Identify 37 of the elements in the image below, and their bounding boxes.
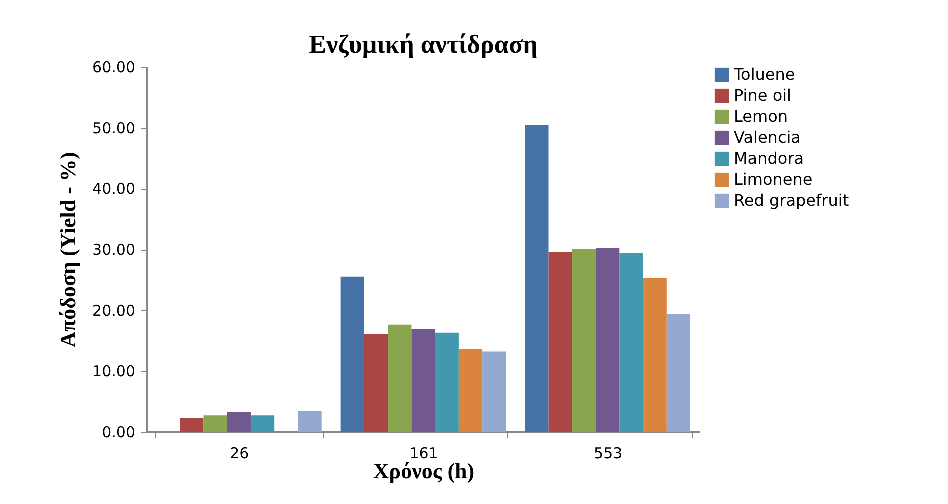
bar (180, 418, 204, 432)
bar (250, 416, 275, 432)
y-tick-label: 50.00 (92, 119, 136, 138)
bar (548, 252, 572, 432)
y-tick-label: 10.00 (92, 362, 136, 381)
bar (482, 352, 506, 432)
legend-label: Red grapefruit (734, 191, 850, 210)
bar (364, 334, 388, 432)
y-tick-label: 0.00 (102, 424, 136, 442)
bar (435, 332, 459, 432)
legend-label: Toluene (733, 65, 796, 84)
bar (227, 412, 251, 432)
bar (596, 248, 620, 432)
legend-label: Mandora (734, 149, 804, 168)
y-tick-label: 60.00 (92, 58, 136, 76)
legend-label: Pine oil (734, 86, 792, 105)
x-tick-label: 553 (594, 444, 623, 462)
y-tick-label: 20.00 (92, 302, 136, 320)
chart-title: Ενζυμική αντίδραση (309, 30, 538, 59)
bar (525, 125, 549, 432)
bar (572, 250, 596, 432)
legend-label: Lemon (734, 107, 788, 126)
bar (340, 276, 364, 432)
bar (204, 416, 228, 432)
legend-label: Valencia (734, 128, 801, 147)
y-tick-label: 30.00 (92, 241, 136, 259)
bar (620, 253, 644, 432)
bar (666, 314, 691, 432)
bar (412, 329, 436, 432)
x-tick-label: 26 (230, 444, 250, 462)
y-axis-title: Απόδοση (Yield - %) (56, 152, 81, 348)
bar (388, 324, 412, 432)
bar (298, 411, 322, 432)
legend-label: Limonene (734, 170, 813, 189)
y-tick-label: 40.00 (92, 180, 136, 198)
bar (458, 349, 483, 432)
bar (643, 278, 667, 432)
